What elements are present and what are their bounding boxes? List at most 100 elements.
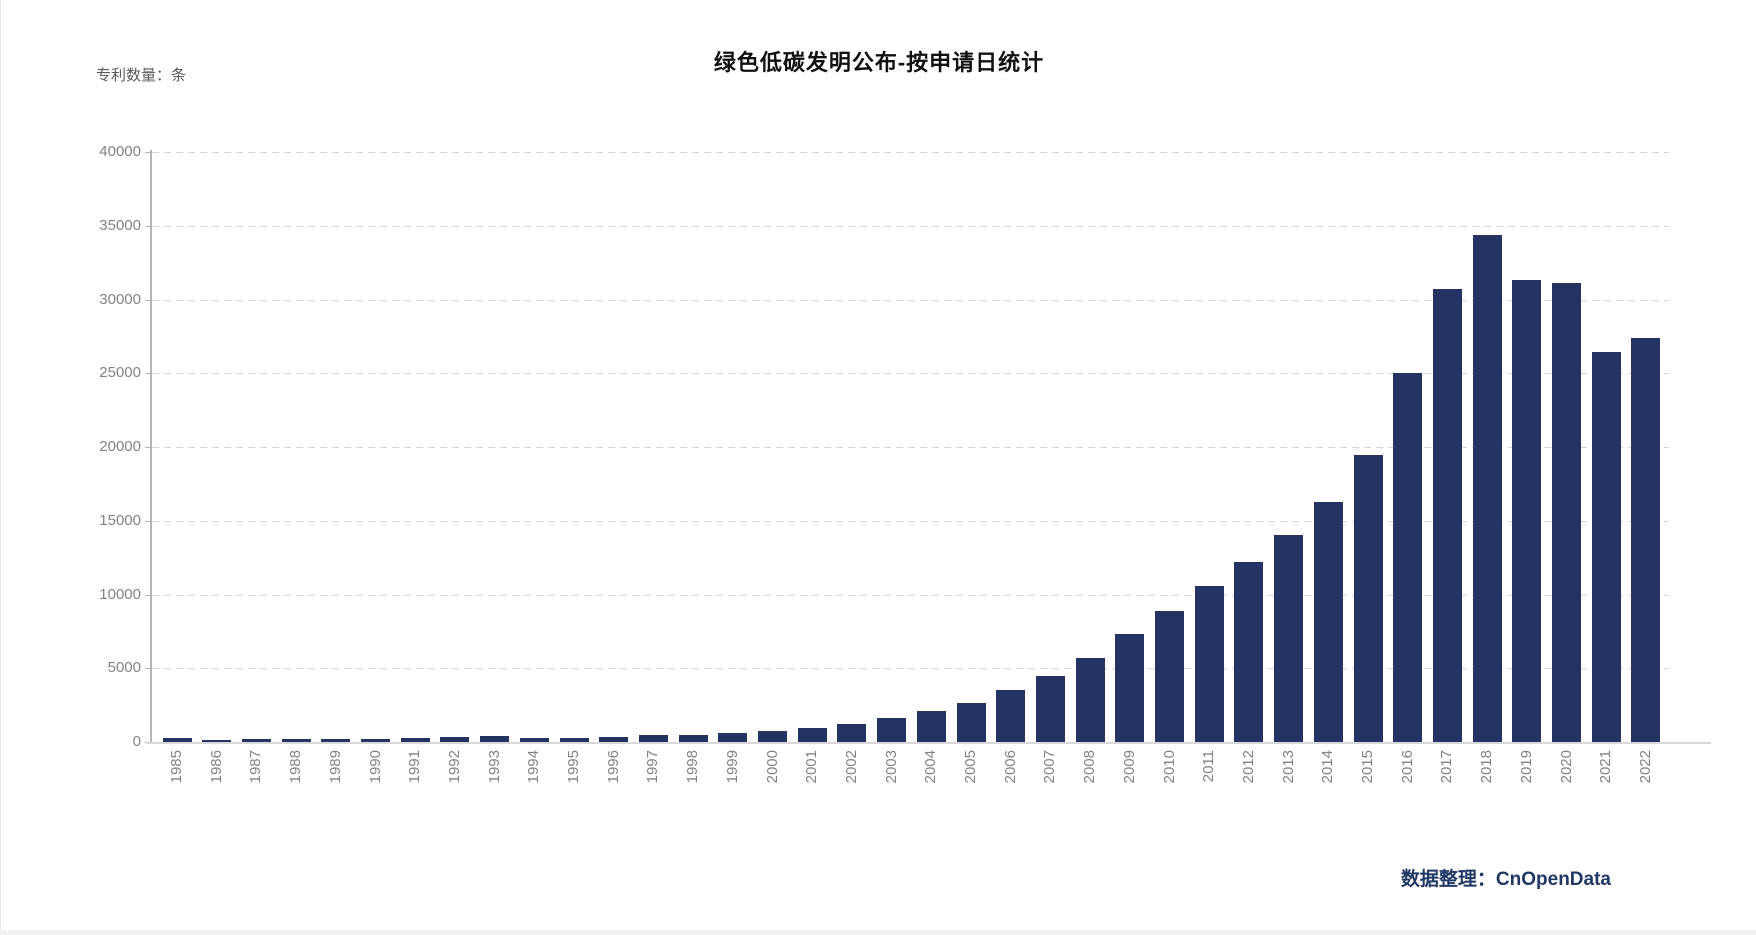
bar-1989[interactable] <box>321 739 351 742</box>
bar-2007[interactable] <box>1035 676 1065 742</box>
x-tick-label-2010: 2010 <box>1160 750 1178 784</box>
y-tick-mark-15000 <box>145 520 152 522</box>
x-tick-label-2014: 2014 <box>1319 750 1337 784</box>
bar-2004[interactable] <box>916 711 946 742</box>
y-tick-label-35000: 35000 <box>99 216 141 234</box>
bar-2014[interactable] <box>1313 502 1343 742</box>
y-tick-label-0: 0 <box>132 733 141 750</box>
y-tick-label-10000: 10000 <box>99 585 141 603</box>
x-tick-label-1988: 1988 <box>287 750 305 784</box>
bar-2002[interactable] <box>837 724 867 742</box>
y-tick-mark-5000 <box>145 668 152 670</box>
bar-2019[interactable] <box>1512 280 1542 742</box>
bar-1997[interactable] <box>638 735 668 742</box>
bar-1990[interactable] <box>361 739 390 742</box>
gridline-20000 <box>152 447 1669 448</box>
bar-2021[interactable] <box>1591 352 1621 742</box>
x-tick-label-1991: 1991 <box>406 750 424 784</box>
gridline-40000 <box>152 152 1669 153</box>
x-tick-label-2000: 2000 <box>763 750 781 784</box>
x-tick-label-1990: 1990 <box>366 750 384 784</box>
x-tick-label-2005: 2005 <box>962 750 979 784</box>
chart-title: 绿色低碳发明公布-按申请日统计 <box>713 50 1045 75</box>
bar-2001[interactable] <box>797 728 827 742</box>
y-tick-mark-35000 <box>145 225 152 227</box>
bar-1985[interactable] <box>162 738 192 742</box>
gridline-35000 <box>152 225 1669 227</box>
x-tick-label-1992: 1992 <box>445 750 463 784</box>
y-tick-label-25000: 25000 <box>99 364 141 382</box>
bar-2000[interactable] <box>758 731 787 742</box>
x-tick-label-2016: 2016 <box>1398 750 1416 784</box>
bar-1993[interactable] <box>480 736 510 742</box>
x-tick-label-2018: 2018 <box>1478 750 1496 784</box>
gridline-10000 <box>152 594 1669 596</box>
plot-area[interactable] <box>152 152 1669 742</box>
y-tick-mark-10000 <box>145 594 152 596</box>
bar-2018[interactable] <box>1472 235 1502 742</box>
bar-2022[interactable] <box>1631 338 1661 742</box>
x-tick-label-2003: 2003 <box>882 750 900 784</box>
x-tick-label-1993: 1993 <box>485 750 503 784</box>
x-tick-label-1999: 1999 <box>723 750 741 784</box>
gridline-5000 <box>152 668 1669 670</box>
y-tick-label-5000: 5000 <box>107 659 141 677</box>
bar-1998[interactable] <box>678 735 708 742</box>
bar-2005[interactable] <box>956 703 986 742</box>
bar-2003[interactable] <box>877 718 907 742</box>
bar-1992[interactable] <box>440 737 470 742</box>
x-tick-label-2007: 2007 <box>1041 750 1059 784</box>
x-tick-label-2006: 2006 <box>1001 750 1019 784</box>
y-axis-unit-label: 专利数量：条 <box>96 67 187 84</box>
x-tick-label-2013: 2013 <box>1279 750 1297 784</box>
x-tick-label-2008: 2008 <box>1081 750 1099 784</box>
bar-2013[interactable] <box>1274 535 1304 742</box>
x-tick-label-1987: 1987 <box>247 750 265 784</box>
gridline-30000 <box>152 299 1669 301</box>
x-tick-label-1994: 1994 <box>525 750 543 784</box>
y-tick-mark-20000 <box>145 447 152 448</box>
x-tick-label-2021: 2021 <box>1597 750 1615 784</box>
bar-1988[interactable] <box>281 739 311 742</box>
bar-2010[interactable] <box>1155 611 1184 742</box>
x-tick-label-1985: 1985 <box>168 750 185 784</box>
bar-1994[interactable] <box>519 738 549 742</box>
bar-1987[interactable] <box>241 739 271 742</box>
x-tick-label-2015: 2015 <box>1359 750 1376 784</box>
bar-2011[interactable] <box>1194 586 1224 742</box>
bar-1996[interactable] <box>599 737 629 742</box>
bar-1991[interactable] <box>400 738 430 742</box>
bar-2008[interactable] <box>1075 658 1105 742</box>
bar-1995[interactable] <box>559 738 589 742</box>
bar-2015[interactable] <box>1353 455 1383 742</box>
x-tick-label-1996: 1996 <box>604 750 622 784</box>
x-tick-label-2012: 2012 <box>1239 750 1257 784</box>
bar-2020[interactable] <box>1552 283 1581 742</box>
bar-2016[interactable] <box>1393 373 1423 742</box>
x-tick-label-1986: 1986 <box>207 750 225 784</box>
x-tick-label-1997: 1997 <box>644 750 662 784</box>
bar-2006[interactable] <box>996 690 1026 742</box>
x-tick-label-1995: 1995 <box>565 750 582 784</box>
bar-1986[interactable] <box>202 740 232 742</box>
x-tick-label-2019: 2019 <box>1517 750 1535 784</box>
x-tick-label-2004: 2004 <box>922 750 940 784</box>
x-tick-label-2017: 2017 <box>1438 750 1456 784</box>
bar-2017[interactable] <box>1432 289 1462 742</box>
x-axis-line <box>147 742 1711 744</box>
bar-2009[interactable] <box>1115 634 1145 742</box>
bar-1999[interactable] <box>718 733 748 742</box>
data-source-credit: 数据整理：CnOpenData <box>1400 869 1611 890</box>
bar-2012[interactable] <box>1234 562 1264 742</box>
x-tick-label-2011: 2011 <box>1200 750 1218 783</box>
y-tick-mark-40000 <box>145 152 152 153</box>
y-tick-label-40000: 40000 <box>99 143 141 160</box>
x-tick-label-2001: 2001 <box>803 750 821 784</box>
x-tick-label-1998: 1998 <box>684 750 702 784</box>
y-tick-label-30000: 30000 <box>99 290 141 308</box>
x-tick-label-2002: 2002 <box>842 750 860 784</box>
gridline-15000 <box>152 520 1669 522</box>
y-tick-label-15000: 15000 <box>99 511 141 529</box>
y-tick-mark-30000 <box>145 299 152 301</box>
